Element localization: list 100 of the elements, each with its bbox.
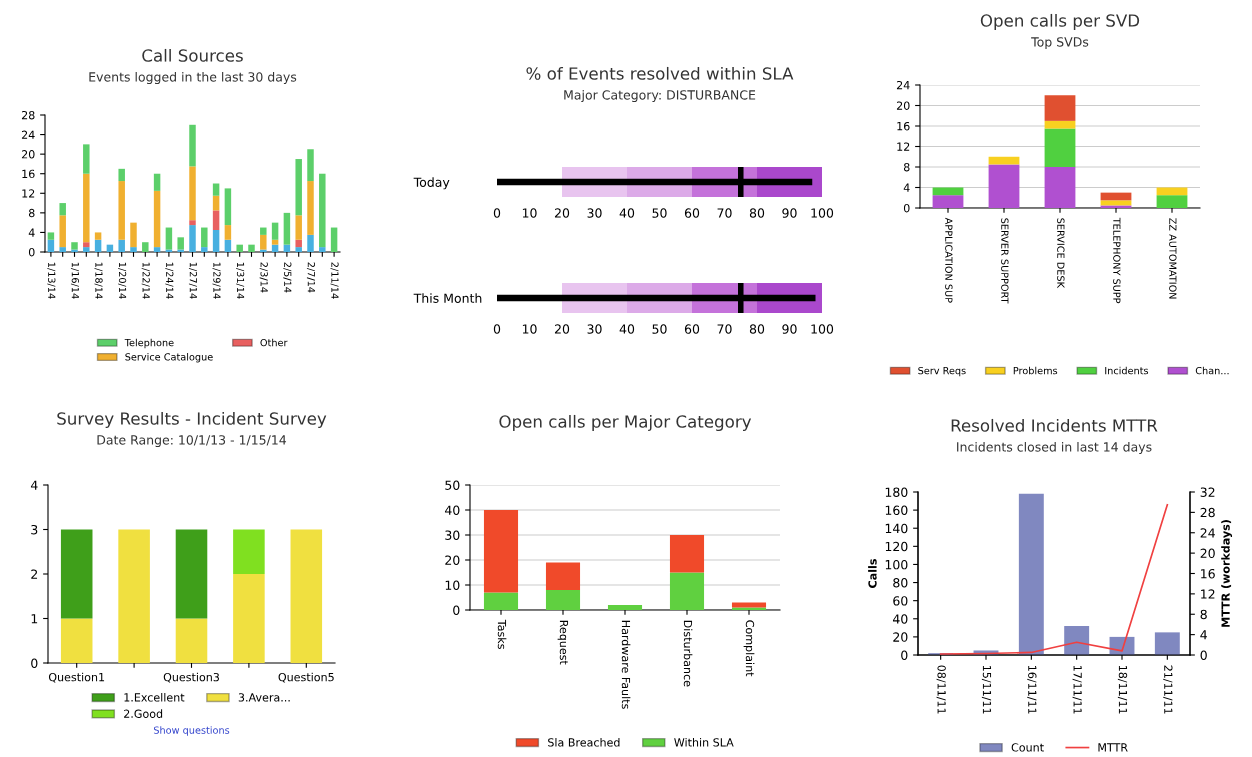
y2-tick-label: 8 [1200,609,1207,620]
x-tick-label: 80 [749,208,765,218]
x-tick-label: 30 [587,324,602,334]
x-tick-label: 50 [652,324,667,334]
y-tick-label: Today [413,177,450,190]
chart-title: % of Events resolved within SLA [526,66,794,80]
chart-title: Survey Results - Incident Survey [57,411,327,429]
y-tick-label: 24 [21,130,35,139]
y-tick-label: 12 [22,189,35,198]
x-tick-label: 1/18/14 [94,262,103,299]
y-tick-label: 40 [444,505,460,515]
x-tick-label: 15/11/11 [981,665,992,714]
legend-label: Other [260,338,288,347]
x-tick-label: 16/11/11 [1027,665,1037,714]
legend-label: Incidents [1105,366,1149,375]
x-tick-label: 2/5/14 [283,262,292,293]
legend-label: Sla Breached [548,738,620,747]
x-tick-label: 100 [811,324,834,334]
x-tick-label: Request [557,620,569,665]
x-tick-label: 21/11/11 [1163,665,1173,714]
x-tick-label: Question1 [48,672,105,683]
y2-tick-label: 16 [1201,568,1215,579]
chart-title: Open calls per SVD [980,13,1140,31]
y2-tick-label: 4 [1200,630,1207,640]
y2-axis-title: MTTR (workdays) [1221,520,1233,627]
x-tick-label: Tasks [497,619,507,649]
x-tick-label: 1/27/14 [188,262,198,299]
y-tick-label: 12 [897,142,910,151]
x-tick-label: Question5 [278,672,334,683]
x-tick-label: 17/11/11 [1072,665,1082,714]
x-tick-label: 08/11/11 [936,665,946,714]
y-tick-label: 3 [31,524,38,535]
x-tick-label: 1/20/14 [118,262,127,299]
y-tick-label: 0 [453,605,460,615]
x-tick-label: SERVER SUPPORT [1001,218,1009,304]
x-tick-label: Hardware Faults [621,620,631,709]
legend-label: Telephone [124,338,174,349]
x-tick-label: 50 [652,208,667,218]
y-tick-label: 28 [21,110,35,120]
legend-label: Count [1011,743,1044,752]
legend-label: MTTR [1098,743,1128,752]
legend-label: Service Catalogue [125,353,213,363]
x-tick-label: 10 [522,208,537,218]
x-tick-label: 1/29/14 [212,262,221,299]
chart-subtitle: Top SVDs [1031,37,1089,50]
y-tick-label: 4 [903,183,910,192]
x-tick-label: 70 [717,208,732,218]
x-tick-label: SERVICE DESK [1057,218,1065,289]
x-tick-label: Question3 [163,672,219,683]
chart-title: Open calls per Major Category [499,414,752,432]
y-tick-label: 100 [885,559,908,570]
y-tick-label: 180 [885,487,908,497]
x-tick-label: 0 [493,324,501,334]
y-tick-label: 8 [28,208,35,218]
y-tick-label: 10 [445,580,460,590]
x-tick-label: APPLICATION SUP [945,217,953,303]
y-tick-label: 24 [896,80,910,90]
x-tick-label: 1/16/14 [70,262,80,299]
x-tick-label: 2/3/14 [259,262,268,293]
y-tick-label: 16 [897,121,910,131]
x-tick-label: 20 [554,324,570,334]
chart-title: Call Sources [142,48,243,62]
x-tick-label: 30 [587,208,602,218]
x-tick-label: 80 [749,324,765,334]
text: Show questions [153,726,230,736]
y-tick-label: 0 [28,247,35,257]
y-tick-label: 2 [31,569,38,579]
x-tick-label: 20 [554,208,570,218]
x-tick-label: 60 [684,324,700,334]
y-tick-label: 160 [885,505,908,516]
x-tick-label: 40 [619,324,635,334]
x-tick-label: 40 [619,208,635,218]
y-tick-label: 4 [30,480,38,490]
y2-tick-label: 24 [1200,528,1215,538]
legend-label: Chan... [1195,366,1229,375]
y-tick-label: 8 [903,162,910,172]
y-tick-label: 1 [31,614,38,624]
x-tick-label: 60 [684,208,700,218]
x-tick-label: 90 [782,208,797,218]
y2-tick-label: 32 [1200,487,1215,497]
y-tick-label: 60 [893,596,908,606]
x-tick-label: 1/13/14 [47,262,56,299]
legend-label: Serv Reqs [918,366,966,377]
legend-label: Problems [1013,366,1058,375]
x-tick-label: 0 [493,208,501,218]
x-tick-label: 100 [811,208,834,218]
chart-subtitle: Events logged in the last 30 days [89,71,297,85]
y-tick-label: 30 [445,530,460,540]
legend-label: Within SLA [674,738,734,747]
x-tick-label: 10 [522,324,537,334]
chart-subtitle: Incidents closed in last 14 days [957,441,1152,455]
x-tick-label: 1/31/14 [236,262,245,299]
chart-subtitle: Major Category: DISTURBANCE [564,89,756,103]
x-tick-label: 18/11/11 [1117,665,1128,714]
y-tick-label: 80 [893,578,908,588]
legend-label: 2.Good [124,709,163,718]
x-tick-label: 2/7/14 [306,262,316,293]
y-tick-label: 20 [896,101,910,110]
y-tick-label: 20 [445,555,460,565]
legend-label: 3.Avera... [238,693,290,702]
